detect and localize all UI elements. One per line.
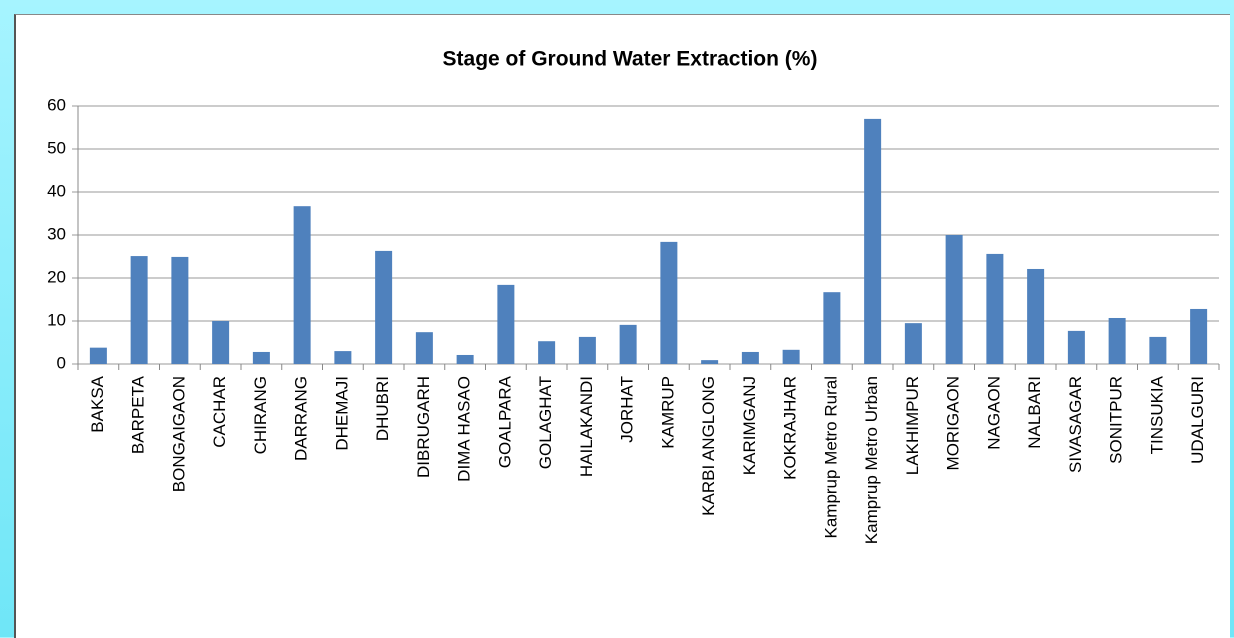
x-tick-label: KOKRAJHAR bbox=[781, 376, 800, 480]
y-tick-label: 0 bbox=[57, 353, 66, 372]
bar bbox=[660, 241, 678, 364]
bar bbox=[538, 341, 556, 364]
bar bbox=[415, 332, 433, 364]
x-tick-label: DHUBRI bbox=[373, 376, 392, 441]
x-tick-label: SONITPUR bbox=[1107, 376, 1126, 464]
x-tick-label: TINSUKIA bbox=[1147, 375, 1166, 454]
bar bbox=[89, 347, 107, 364]
bar bbox=[1027, 268, 1045, 364]
x-tick-label: CHIRANG bbox=[251, 376, 270, 454]
x-tick-label: DIBRUGARH bbox=[414, 376, 433, 478]
y-tick-label: 30 bbox=[47, 224, 66, 243]
x-tick-label: SIVASAGAR bbox=[1066, 376, 1085, 473]
bar bbox=[823, 292, 841, 364]
bar bbox=[782, 349, 800, 364]
bar bbox=[1149, 336, 1167, 364]
bar bbox=[701, 360, 719, 364]
x-tick-label: GOALPARA bbox=[495, 375, 514, 468]
bar bbox=[334, 351, 352, 364]
bar bbox=[130, 256, 148, 364]
x-tick-label: KAMRUP bbox=[658, 376, 677, 449]
bar bbox=[497, 284, 515, 364]
bar bbox=[986, 253, 1004, 364]
x-tick-label: NALBARI bbox=[1025, 376, 1044, 449]
x-tick-label: DARRANG bbox=[292, 376, 311, 461]
bar bbox=[1190, 308, 1208, 364]
bar bbox=[1108, 317, 1126, 364]
x-tick-label: JORHAT bbox=[618, 376, 637, 443]
y-tick-label: 20 bbox=[47, 267, 66, 286]
y-tick-label: 60 bbox=[47, 95, 66, 114]
bar bbox=[904, 323, 922, 364]
bar bbox=[1067, 330, 1085, 364]
chart-title: Stage of Ground Water Extraction (%) bbox=[443, 48, 818, 71]
x-tick-label: HAILAKANDI bbox=[577, 376, 596, 477]
bar bbox=[212, 321, 230, 364]
x-tick-label: BARPETA bbox=[129, 375, 148, 454]
x-tick-label: Kamprup Metro Rural bbox=[821, 376, 840, 539]
bar bbox=[578, 336, 596, 364]
bar bbox=[741, 351, 759, 364]
bar bbox=[375, 250, 393, 364]
x-tick-label: NAGAON bbox=[984, 376, 1003, 450]
x-tick-label: DHEMAJI bbox=[332, 376, 351, 451]
bar bbox=[864, 118, 882, 365]
x-tick-label: DIMA HASAO bbox=[455, 376, 474, 482]
x-tick-label: CACHAR bbox=[210, 376, 229, 448]
x-tick-label: BAKSA bbox=[88, 375, 107, 432]
x-tick-label: KARBI ANGLONG bbox=[699, 376, 718, 516]
y-tick-label: 10 bbox=[47, 310, 66, 329]
x-tick-label: LAKHIMPUR bbox=[903, 376, 922, 475]
x-tick-label: MORIGAON bbox=[944, 376, 963, 470]
bar bbox=[171, 256, 189, 364]
bar bbox=[293, 206, 311, 364]
x-tick-label: KARIMGANJ bbox=[740, 376, 759, 475]
bar bbox=[945, 235, 963, 364]
x-tick-label: BONGAIGAON bbox=[169, 376, 188, 492]
bar bbox=[252, 351, 270, 364]
y-tick-label: 40 bbox=[47, 181, 66, 200]
y-tick-label: 50 bbox=[47, 138, 66, 157]
x-tick-label: GOLAGHAT bbox=[536, 376, 555, 469]
bar bbox=[456, 354, 474, 364]
x-tick-label: Kamprup Metro Urban bbox=[862, 376, 881, 544]
x-tick-label: UDALGURI bbox=[1188, 376, 1207, 464]
bar bbox=[619, 324, 637, 364]
